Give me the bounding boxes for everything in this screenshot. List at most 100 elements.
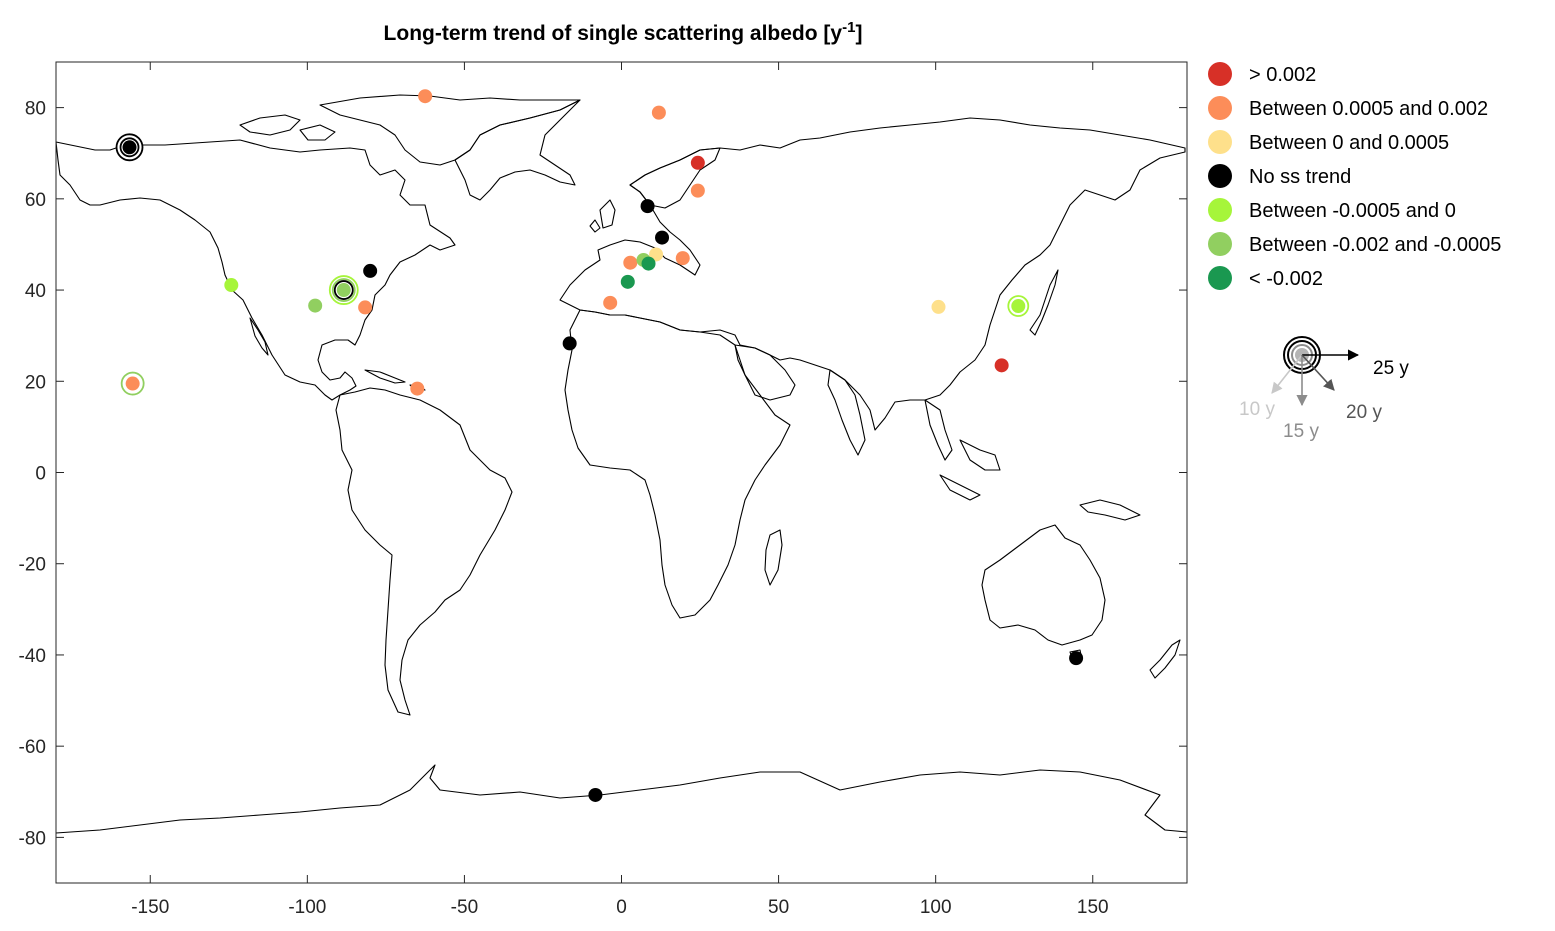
y-tick-label: 0: [35, 464, 46, 485]
station-marker: [623, 255, 638, 270]
station-marker: [651, 105, 666, 120]
station-dot: [125, 376, 140, 391]
coastline-greenland: [454, 99, 581, 201]
coastline-eurasia: [559, 117, 1186, 431]
station-marker: [994, 358, 1009, 373]
y-tick-label: 40: [25, 281, 46, 302]
station-dot: [224, 278, 239, 293]
legend-entry: > 0.002: [1208, 62, 1316, 86]
station-dot: [1069, 651, 1084, 666]
station-markers: [115, 89, 1084, 802]
station-marker: [410, 381, 425, 396]
station-marker: [358, 300, 373, 315]
legend-swatch: [1208, 266, 1232, 290]
coastline-japan: [1029, 269, 1059, 336]
y-tick-label: -60: [19, 737, 46, 758]
y-tick-label: 80: [25, 99, 46, 120]
station-dot: [562, 336, 577, 351]
station-dot: [690, 183, 705, 198]
y-tick-label: 60: [25, 190, 46, 211]
legend-entry: Between -0.0005 and 0: [1208, 198, 1456, 222]
coastline-scandinavia: [629, 147, 721, 209]
station-marker: [1069, 651, 1084, 666]
station-dot: [690, 155, 705, 170]
legend-label: Between -0.002 and -0.0005: [1249, 234, 1501, 256]
legend-label: Between 0 and 0.0005: [1249, 132, 1449, 154]
y-tick-label: -20: [19, 555, 46, 576]
legend-label: Between -0.0005 and 0: [1249, 200, 1456, 222]
station-marker: [120, 371, 145, 396]
legend-entry: No ss trend: [1208, 164, 1351, 188]
duration-label: 25 y: [1373, 358, 1409, 379]
legend-label: > 0.002: [1249, 64, 1316, 86]
station-dot: [122, 140, 137, 155]
coastline-new-zealand: [1149, 639, 1181, 679]
legend-swatch: [1208, 164, 1232, 188]
coastline-canadian-archipelago: [239, 114, 336, 141]
station-marker: [308, 298, 323, 313]
coastline-antarctica: [55, 764, 1188, 834]
duration-arrow: [1301, 354, 1335, 391]
station-dot: [651, 105, 666, 120]
y-tick-label: -40: [19, 646, 46, 667]
station-marker: [562, 336, 577, 351]
coastline-north-america: [55, 139, 456, 401]
legend-label: Between 0.0005 and 0.002: [1249, 98, 1488, 120]
legend-swatch: [1208, 62, 1232, 86]
station-marker: [641, 256, 656, 271]
station-dot: [620, 274, 635, 289]
duration-label: 15 y: [1283, 421, 1319, 442]
x-tick-label: 150: [1077, 897, 1109, 918]
coastline-south-america: [335, 387, 513, 716]
legend-entry: Between -0.002 and -0.0005: [1208, 232, 1501, 256]
x-tick-label: 50: [768, 897, 789, 918]
coastline-arctic-islands: [319, 94, 581, 166]
legend-entry: < -0.002: [1208, 266, 1323, 290]
station-dot: [994, 358, 1009, 373]
station-marker: [640, 199, 655, 214]
coastline-madagascar: [764, 529, 783, 586]
coastline-baja: [249, 317, 269, 356]
x-tick-label: 100: [920, 897, 952, 918]
station-dot: [1011, 299, 1026, 314]
y-axis-ticks: 80 60 40 20 0 -20 -40 -60 -80: [19, 99, 1187, 849]
coastline-australia: [981, 524, 1106, 646]
station-marker: [931, 299, 946, 314]
station-dot: [655, 230, 670, 245]
station-dot: [358, 300, 373, 315]
coastline-africa: [564, 309, 791, 619]
station-dot: [418, 89, 433, 104]
duration-arrow: [1271, 354, 1303, 394]
chart-title: Long-term trend of single scattering alb…: [384, 19, 863, 45]
station-dot: [308, 298, 323, 313]
coastline-arabia: [734, 344, 796, 401]
station-dot: [603, 295, 618, 310]
station-dot: [588, 787, 603, 802]
station-marker: [588, 787, 603, 802]
station-marker: [1007, 295, 1030, 317]
duration-label: 10 y: [1239, 399, 1275, 420]
legend-swatch: [1208, 232, 1232, 256]
station-marker: [418, 89, 433, 104]
station-dot: [336, 283, 351, 298]
plot-area-frame: [55, 61, 1188, 884]
station-dot: [640, 199, 655, 214]
station-marker: [115, 133, 144, 162]
station-marker: [224, 278, 239, 293]
station-marker: [363, 263, 378, 278]
x-axis-ticks: -150 -100 -50 0 50 100 150: [131, 62, 1109, 918]
world-coastline-map: [55, 94, 1188, 834]
coastline-new-guinea: [1079, 499, 1141, 521]
coastline-british-isles: [589, 199, 616, 233]
station-marker: [675, 251, 690, 266]
x-tick-label: -50: [451, 897, 478, 918]
x-tick-label: -100: [288, 897, 326, 918]
duration-legend: 25 y 10 y 15 y 20 y: [1239, 336, 1409, 442]
station-marker: [328, 275, 359, 305]
duration-label: 20 y: [1346, 402, 1382, 423]
legend-entry: Between 0.0005 and 0.002: [1208, 96, 1488, 120]
station-marker: [690, 183, 705, 198]
legend-swatch: [1208, 130, 1232, 154]
station-dot: [410, 381, 425, 396]
